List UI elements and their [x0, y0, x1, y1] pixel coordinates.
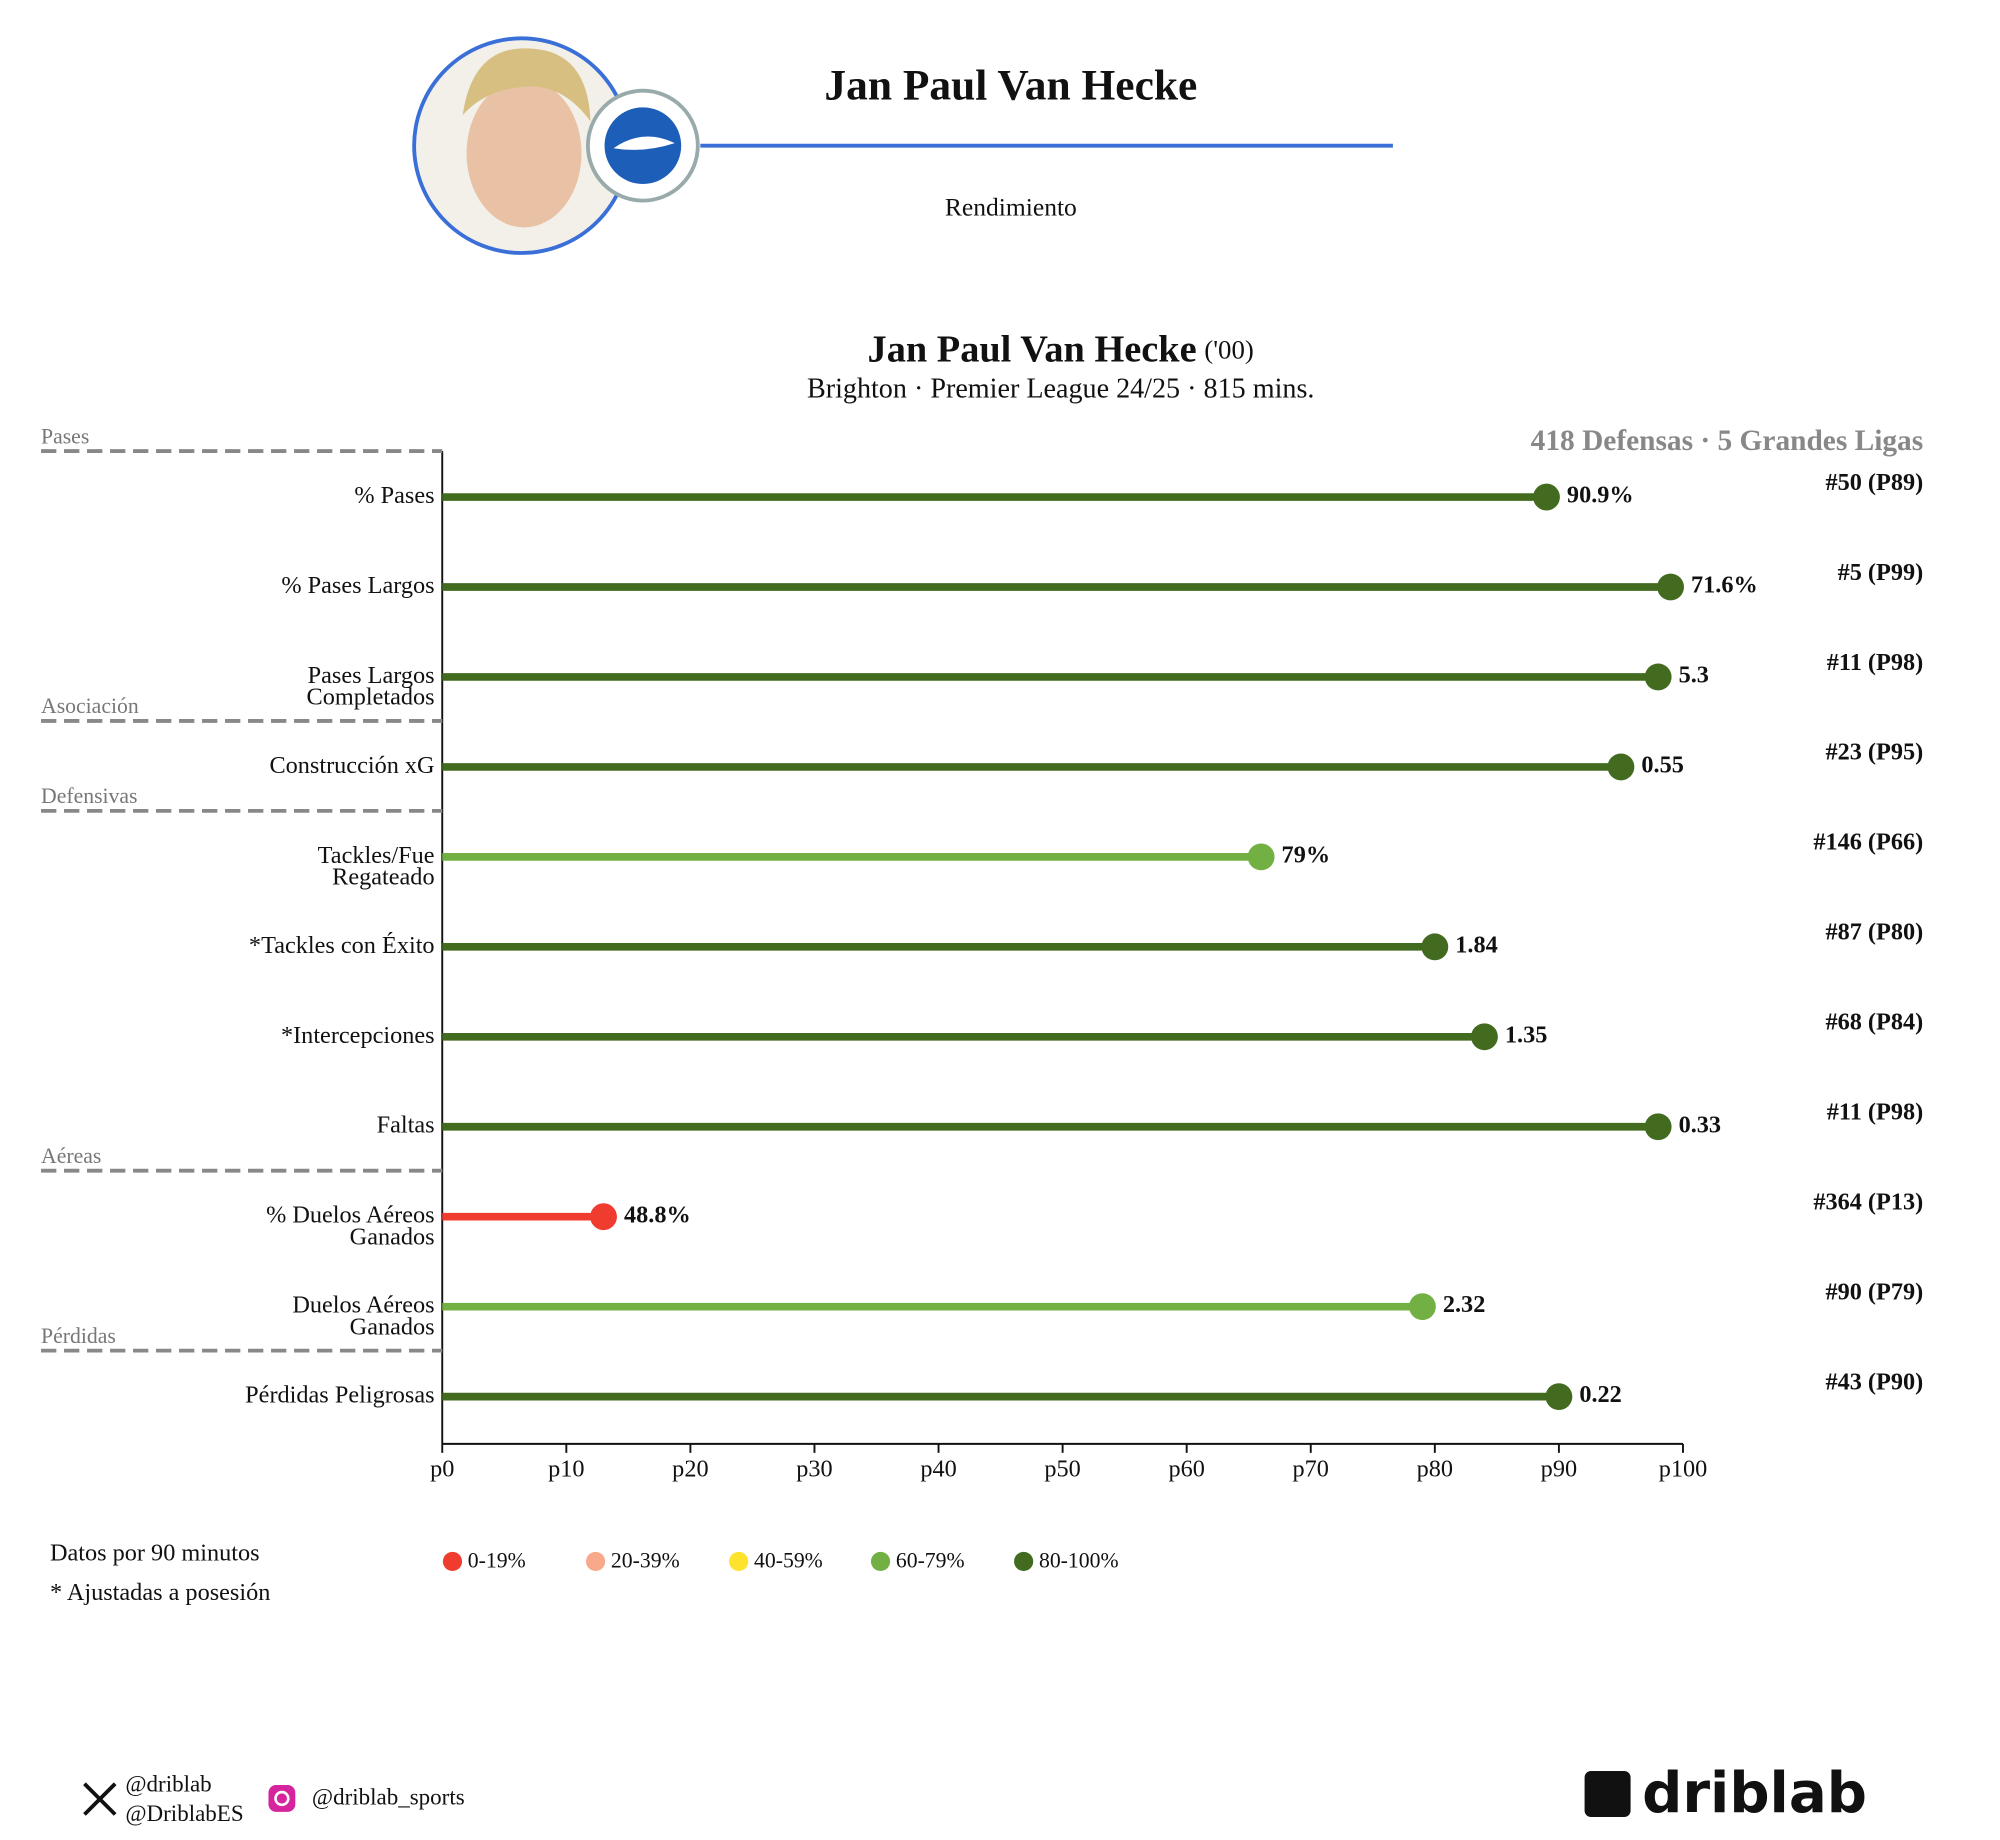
x-tick-label: p60 — [1168, 1455, 1204, 1482]
lollipop-dot — [1545, 1383, 1573, 1411]
lollipop-dot — [1471, 1023, 1498, 1051]
x-tick-label: p50 — [1044, 1455, 1080, 1482]
legend-label: 0-19% — [468, 1549, 526, 1573]
category-label: Tackles/Fue Regateado — [318, 841, 435, 890]
lollipop-dot — [590, 1203, 617, 1231]
group-label: Aéreas — [41, 1144, 101, 1168]
category-label: % Pases — [354, 482, 434, 509]
rank-label: #11 (P98) — [1827, 1099, 1923, 1126]
category-label: Duelos Aéreos Ganados — [292, 1291, 434, 1340]
category-label: % Pases Largos — [281, 572, 434, 599]
lollipop-dot — [1644, 663, 1672, 691]
chart-subtitle: Brighton · Premier League 24/25 · 815 mi… — [807, 373, 1314, 404]
rank-label: #5 (P99) — [1838, 559, 1924, 586]
metric-label: 1.84 — [1455, 931, 1497, 958]
header-subtitle: Rendimiento — [945, 192, 1077, 221]
lollipop-dot — [1409, 1293, 1436, 1321]
comparison-label: 418 Defensas · 5 Grandes Ligas — [1531, 425, 1924, 457]
player-hair — [462, 48, 591, 122]
category-label: % Duelos Aéreos Ganados — [266, 1201, 434, 1250]
metric-label: 48.8% — [624, 1201, 691, 1228]
rank-label: #68 (P84) — [1825, 1009, 1923, 1036]
metric-label: 5.3 — [1679, 662, 1709, 689]
lollipop-dot — [1644, 1113, 1672, 1141]
lollipop-dot — [1247, 843, 1275, 871]
metric-label: 71.6% — [1691, 572, 1758, 599]
x-tick-label: p0 — [430, 1455, 454, 1482]
twitter-handle: @DriblabES — [125, 1801, 243, 1826]
lollipop-dot — [1533, 483, 1560, 511]
legend-label: 60-79% — [896, 1549, 965, 1573]
rank-label: #43 (P90) — [1825, 1368, 1923, 1395]
metric-label: 0.55 — [1641, 751, 1683, 778]
instagram-icon — [268, 1785, 296, 1812]
rank-label: #11 (P98) — [1827, 649, 1923, 676]
twitter-handle: @driblab — [125, 1772, 211, 1797]
metric-label: 90.9% — [1567, 482, 1634, 509]
legend-swatch — [870, 1551, 891, 1572]
rank-label: #364 (P13) — [1813, 1188, 1923, 1215]
x-icon — [83, 1782, 117, 1816]
legend-label: 20-39% — [611, 1549, 680, 1573]
metric-label: 79% — [1282, 841, 1331, 868]
legend-swatch — [442, 1551, 463, 1572]
rank-label: #146 (P66) — [1813, 829, 1923, 856]
metric-label: 0.22 — [1579, 1381, 1621, 1408]
metric-label: 2.32 — [1443, 1291, 1485, 1318]
title-name: Jan Paul Van Hecke — [868, 328, 1197, 370]
lollipop-dot — [1657, 573, 1684, 601]
x-tick-label: p70 — [1293, 1455, 1329, 1482]
legend-label: 40-59% — [754, 1549, 823, 1573]
x-tick-label: p100 — [1659, 1455, 1708, 1482]
club-badge-bird — [613, 136, 675, 150]
lollipop-dot — [1607, 753, 1635, 781]
x-tick-label: p10 — [548, 1455, 584, 1482]
rank-label: #50 (P89) — [1825, 469, 1923, 496]
title-note: ('00) — [1204, 335, 1254, 365]
x-tick-label: p40 — [920, 1455, 956, 1482]
player-face — [466, 79, 582, 228]
legend-swatch — [1014, 1551, 1034, 1572]
group-label: Pérdidas — [41, 1324, 116, 1348]
category-label: *Intercepciones — [281, 1021, 435, 1048]
group-label: Defensivas — [41, 784, 137, 808]
chart-title: Jan Paul Van Hecke ('00) — [868, 328, 1254, 370]
metric-label: 0.33 — [1679, 1111, 1721, 1138]
header-name: Jan Paul Van Hecke — [824, 61, 1197, 109]
instagram-handle: @driblab_sports — [312, 1784, 465, 1809]
rank-label: #87 (P80) — [1825, 919, 1923, 946]
note: Datos por 90 minutos — [50, 1540, 260, 1567]
x-tick-label: p30 — [796, 1455, 832, 1482]
group-label: Asociación — [41, 694, 139, 718]
category-label: Pases Largos Completados — [307, 662, 435, 711]
category-label: Faltas — [377, 1111, 435, 1138]
legend-swatch — [586, 1551, 606, 1572]
legend-swatch — [729, 1551, 749, 1572]
lollipop-dot — [1421, 933, 1449, 961]
brand-icon — [1584, 1771, 1631, 1817]
instagram-icon-lens — [274, 1790, 290, 1807]
category-label: Construcción xG — [269, 751, 434, 778]
category-label: *Tackles con Éxito — [249, 930, 435, 958]
group-label: Pases — [41, 424, 89, 448]
x-tick-label: p20 — [672, 1455, 708, 1482]
category-label: Pérdidas Peligrosas — [245, 1381, 434, 1408]
rank-label: #23 (P95) — [1825, 739, 1923, 766]
x-tick-label: p80 — [1417, 1455, 1453, 1482]
rank-label: #90 (P79) — [1825, 1278, 1923, 1305]
x-tick-label: p90 — [1541, 1455, 1577, 1482]
legend-label: 80-100% — [1039, 1549, 1119, 1573]
brand-logo: driblab — [1642, 1761, 1867, 1826]
metric-label: 1.35 — [1505, 1021, 1547, 1048]
note: * Ajustadas a posesión — [50, 1579, 270, 1606]
